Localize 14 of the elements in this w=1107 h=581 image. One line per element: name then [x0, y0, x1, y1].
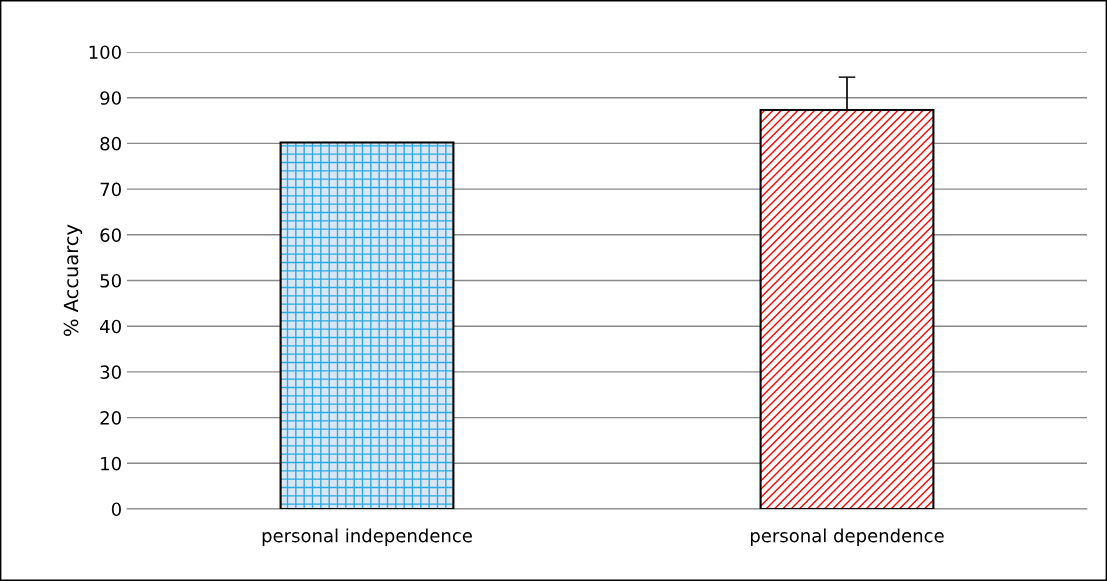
- y-tick-label: 40: [100, 319, 121, 334]
- x-tick-label: personal dependence: [750, 528, 944, 546]
- y-tick-label: 50: [100, 273, 121, 288]
- y-tick-label: 10: [101, 456, 121, 471]
- y-tick-label: 0: [111, 502, 121, 517]
- y-tick-label: 80: [100, 136, 121, 151]
- y-tick-label: 70: [100, 182, 121, 197]
- x-tick-label: personal independence: [262, 528, 472, 546]
- y-tick-label: 100: [89, 45, 121, 60]
- y-tick-label: 60: [100, 228, 121, 242]
- y-axis-title: % Accuarcy: [63, 224, 83, 336]
- y-tick-label: 20: [100, 411, 121, 425]
- y-tick-label: 90: [100, 91, 121, 105]
- y-tick-label: 30: [100, 365, 121, 380]
